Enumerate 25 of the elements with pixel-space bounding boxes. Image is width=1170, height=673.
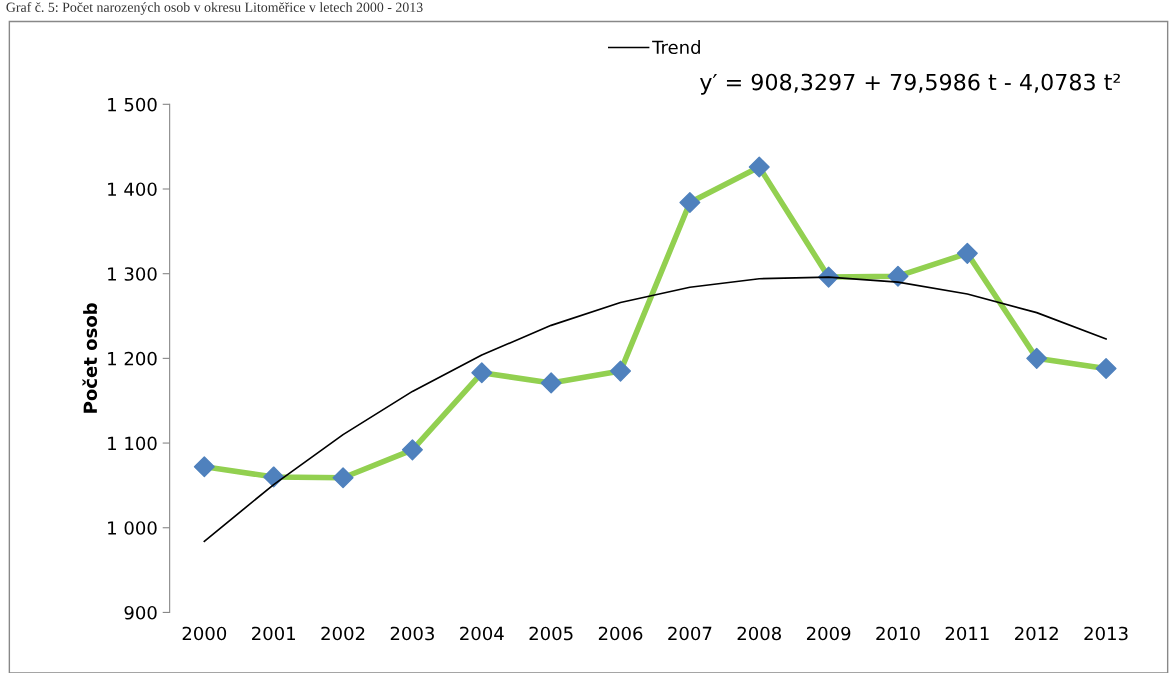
y-tick-label: 900 <box>124 605 157 620</box>
x-tick-label: 2002 <box>321 626 365 641</box>
x-tick-label: 2006 <box>598 626 643 641</box>
y-tick-label: 1 100 <box>108 436 157 451</box>
text: y′ = 908,3297 + 79,5986 t - 4,0783 t² <box>700 73 1120 95</box>
y-axis-title: Počet osob <box>82 303 98 413</box>
x-tick-label: 2005 <box>529 626 573 641</box>
y-tick-label: 1 000 <box>108 521 157 535</box>
y-tick-label: 1 500 <box>108 97 157 112</box>
x-tick-label: 2009 <box>806 626 851 641</box>
x-tick-label: 2011 <box>945 626 989 641</box>
legend-label: Trend <box>652 40 700 55</box>
x-tick-label: 2012 <box>1015 626 1058 641</box>
y-tick-label: 1 200 <box>108 351 157 366</box>
x-tick-label: 2010 <box>876 626 920 641</box>
x-tick-label: 2007 <box>668 626 712 641</box>
x-tick-label: 2003 <box>390 626 434 641</box>
x-tick-label: 2013 <box>1084 626 1128 641</box>
x-tick-label: 2000 <box>182 626 227 641</box>
y-tick-label: 1 300 <box>108 267 157 281</box>
x-tick-label: 2004 <box>460 626 504 641</box>
x-tick-label: 2008 <box>737 626 781 641</box>
y-tick-label: 1 400 <box>108 182 157 197</box>
x-tick-label: 2001 <box>252 626 295 641</box>
chart-title: Graf č. 5: Počet narozených osob v okresu Litoměřice v letech 2000 - 2013 <box>6 2 423 15</box>
